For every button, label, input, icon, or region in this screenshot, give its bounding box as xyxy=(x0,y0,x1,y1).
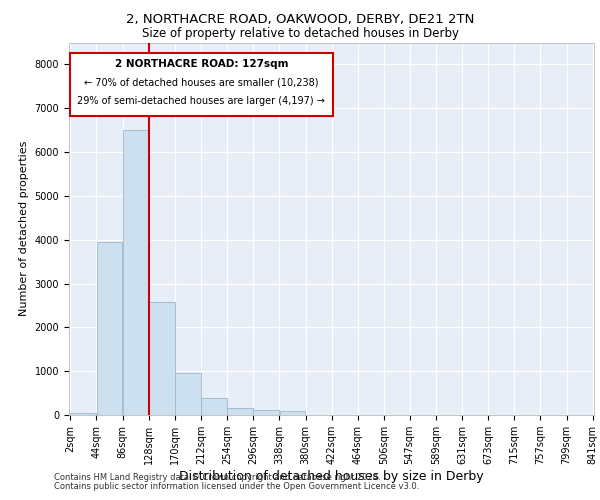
Bar xyxy=(70,54,333,116)
Text: 2, NORTHACRE ROAD, OAKWOOD, DERBY, DE21 2TN: 2, NORTHACRE ROAD, OAKWOOD, DERBY, DE21 … xyxy=(126,12,474,26)
Bar xyxy=(201,398,227,415)
Bar xyxy=(253,410,280,415)
Bar xyxy=(149,302,175,415)
Bar xyxy=(280,412,305,415)
Text: Contains HM Land Registry data © Crown copyright and database right 2024.: Contains HM Land Registry data © Crown c… xyxy=(54,474,380,482)
Y-axis label: Number of detached properties: Number of detached properties xyxy=(19,141,29,316)
Text: Size of property relative to detached houses in Derby: Size of property relative to detached ho… xyxy=(142,28,458,40)
Bar xyxy=(123,130,149,415)
X-axis label: Distribution of detached houses by size in Derby: Distribution of detached houses by size … xyxy=(179,470,484,483)
Bar xyxy=(97,242,122,415)
Text: Contains public sector information licensed under the Open Government Licence v3: Contains public sector information licen… xyxy=(54,482,419,491)
Text: ← 70% of detached houses are smaller (10,238): ← 70% of detached houses are smaller (10… xyxy=(84,78,319,88)
Bar xyxy=(227,408,253,415)
Bar xyxy=(70,413,96,415)
Text: 2 NORTHACRE ROAD: 127sqm: 2 NORTHACRE ROAD: 127sqm xyxy=(115,59,288,69)
Bar xyxy=(175,374,201,415)
Text: 29% of semi-detached houses are larger (4,197) →: 29% of semi-detached houses are larger (… xyxy=(77,96,325,106)
